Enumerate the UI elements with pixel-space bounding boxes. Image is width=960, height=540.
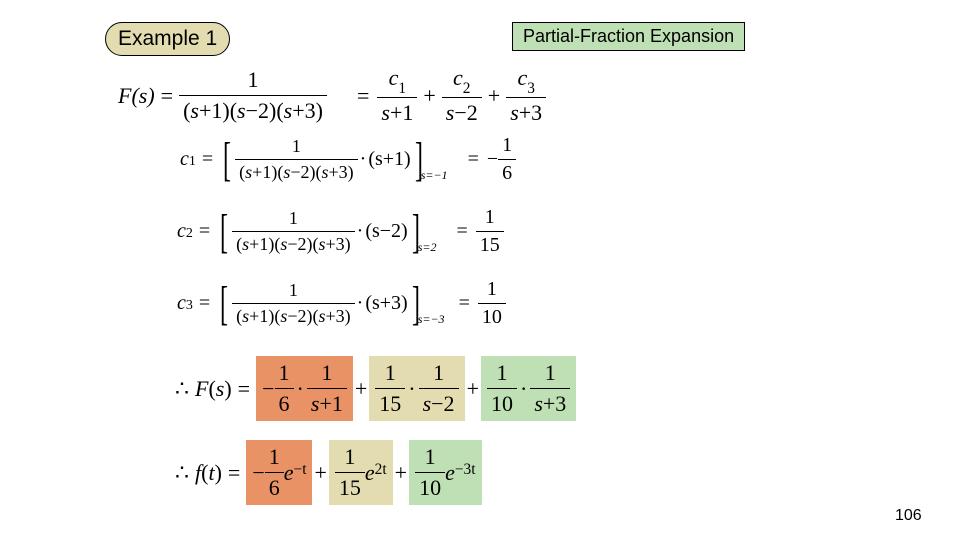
main-equation: F(s) = 1 (s+1)(s−2)(s+3) = c1 s+1 + c2 s…: [118, 65, 546, 126]
Fs-lhs: F(s): [118, 83, 155, 109]
ft-term2: 115 e2t: [329, 440, 393, 505]
c2-equation: c2 = [ 1 (s+1)(s−2)(s+3) · (s−2) ] s=2 =…: [177, 206, 504, 257]
Fs-term1: − 16 · 1s+1: [256, 356, 353, 421]
c3-equation: c3 = [ 1 (s+1)(s−2)(s+3) · (s+3) ] s=−3 …: [177, 278, 506, 329]
example-badge: Example 1: [105, 22, 230, 56]
example-label: Example 1: [118, 27, 217, 50]
page-number: 106: [895, 507, 922, 525]
Fs-term2: 115 · 1s−2: [369, 356, 464, 421]
Fs-term3: 110 · 1s+3: [481, 356, 576, 421]
title-label: Partial-Fraction Expansion: [523, 26, 734, 46]
ft-term3: 110 e−3t: [409, 440, 481, 505]
main-num: 1: [179, 67, 327, 96]
main-den: (s+1)(s−2)(s+3): [179, 96, 327, 124]
c1-equation: c1 = [ 1 (s+1)(s−2)(s+3) · (s+1) ] s=−1 …: [180, 134, 516, 185]
ft-term1: − 16 e−t: [246, 440, 312, 505]
title-badge: Partial-Fraction Expansion: [512, 22, 745, 51]
ft-result: ∴ f(t) = − 16 e−t + 115 e2t + 110 e−3t: [175, 440, 482, 505]
Fs-result: ∴ F(s) = − 16 · 1s+1 + 115 · 1s−2 + 110 …: [175, 356, 576, 421]
